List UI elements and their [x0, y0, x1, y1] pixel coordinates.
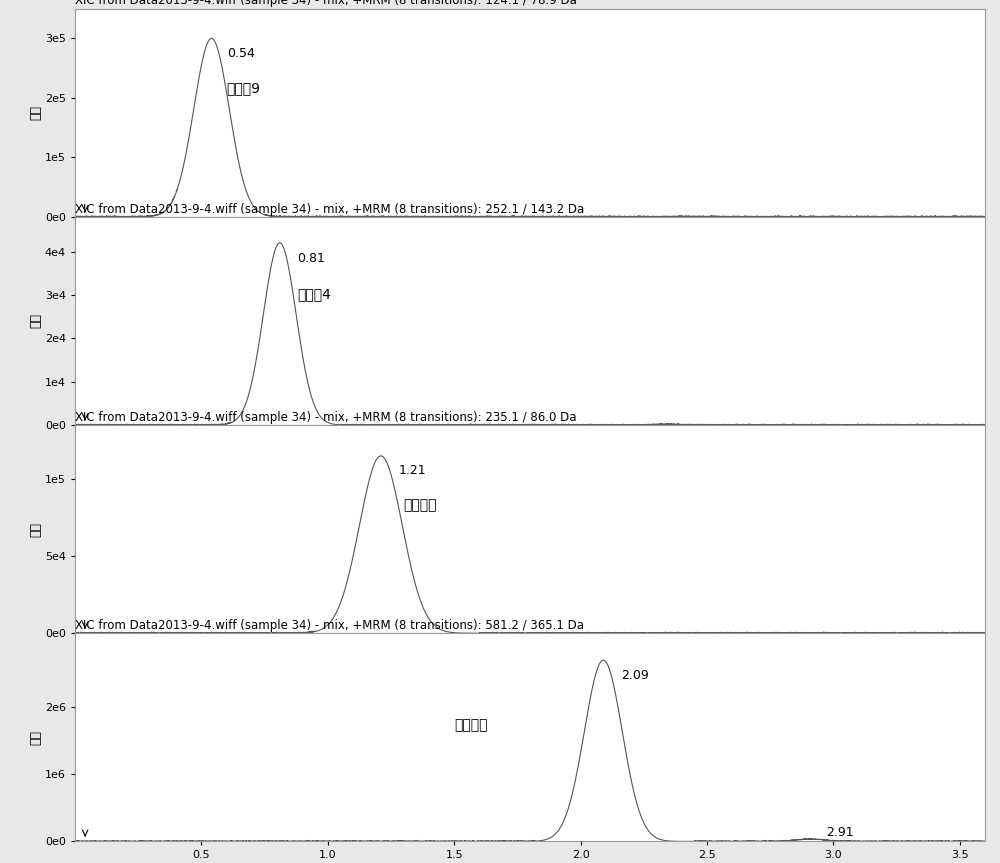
Text: 0.81: 0.81	[297, 252, 325, 265]
Text: 1.21: 1.21	[399, 464, 426, 477]
Text: 2.09: 2.09	[621, 669, 649, 682]
Text: 2.91: 2.91	[826, 827, 853, 840]
X-axis label: 时间（分钟）: 时间（分钟）	[508, 658, 552, 671]
Y-axis label: 强度: 强度	[29, 521, 42, 537]
Text: XIC from Data2013-9-4.wiff (sample 34) - mix, +MRM (8 transitions): 124.1 / 78.9: XIC from Data2013-9-4.wiff (sample 34) -…	[75, 0, 577, 8]
X-axis label: 时间（分钟）: 时间（分钟）	[508, 450, 552, 463]
Text: 0.54: 0.54	[227, 47, 255, 60]
Y-axis label: 强度: 强度	[29, 730, 42, 745]
Text: XIC from Data2013-9-4.wiff (sample 34) - mix, +MRM (8 transitions): 581.2 / 365.: XIC from Data2013-9-4.wiff (sample 34) -…	[75, 619, 584, 632]
Text: XIC from Data2013-9-4.wiff (sample 34) - mix, +MRM (8 transitions): 252.1 / 143.: XIC from Data2013-9-4.wiff (sample 34) -…	[75, 203, 584, 216]
Text: 拉帕替尼: 拉帕替尼	[454, 719, 488, 733]
X-axis label: 时间（分钟）: 时间（分钟）	[508, 242, 552, 255]
Text: 利多卡因: 利多卡因	[404, 499, 437, 513]
Y-axis label: 强度: 强度	[29, 105, 42, 120]
Text: XIC from Data2013-9-4.wiff (sample 34) - mix, +MRM (8 transitions): 235.1 / 86.0: XIC from Data2013-9-4.wiff (sample 34) -…	[75, 411, 576, 424]
Y-axis label: 强度: 强度	[29, 313, 42, 329]
Text: 化合眄4: 化合眄4	[297, 287, 331, 301]
Text: 化合眄9: 化合眄9	[227, 81, 261, 96]
